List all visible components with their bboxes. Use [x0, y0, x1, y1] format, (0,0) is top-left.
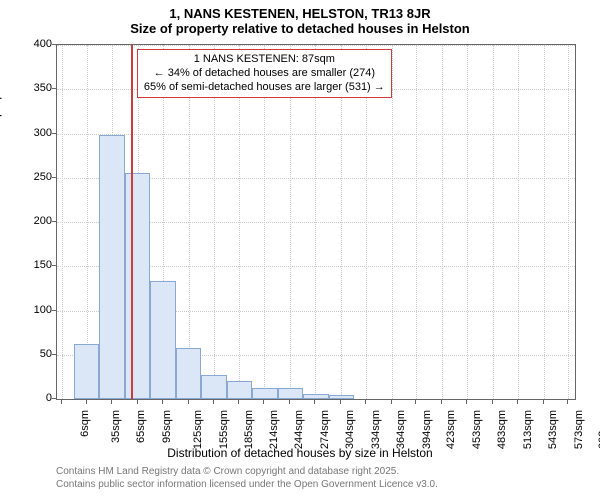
ytick-mark	[52, 133, 56, 134]
xtick-mark	[441, 400, 442, 404]
footer-line2: Contains public sector information licen…	[56, 479, 438, 492]
chart-title-line2: Size of property relative to detached ho…	[0, 21, 600, 40]
ytick-mark	[52, 265, 56, 266]
ytick-label: 400	[10, 38, 52, 50]
gridline-v	[62, 45, 63, 399]
ytick-label: 0	[10, 392, 52, 404]
xtick-label: 394sqm	[421, 410, 433, 449]
xtick-label: 304sqm	[344, 410, 356, 449]
xtick-label: 185sqm	[243, 410, 255, 449]
gridline-v	[544, 45, 545, 399]
ytick-label: 200	[10, 215, 52, 227]
xtick-mark	[137, 400, 138, 404]
histogram-bar	[150, 281, 175, 399]
xtick-mark	[340, 400, 341, 404]
histogram-bar	[201, 375, 226, 399]
xtick-label: 214sqm	[268, 410, 280, 449]
histogram-bar	[99, 135, 124, 399]
histogram-bar	[303, 394, 328, 399]
xtick-label: 95sqm	[161, 410, 173, 443]
xtick-mark	[111, 400, 112, 404]
xtick-label: 334sqm	[370, 410, 382, 449]
xtick-label: 35sqm	[110, 410, 122, 443]
y-axis-label: Number of detached properties	[0, 64, 2, 229]
xtick-mark	[517, 400, 518, 404]
ytick-label: 350	[10, 82, 52, 94]
chart-container: 1, NANS KESTENEN, HELSTON, TR13 8JR Size…	[0, 0, 600, 500]
histogram-bar	[74, 344, 99, 399]
chart-title-line1: 1, NANS KESTENEN, HELSTON, TR13 8JR	[0, 0, 600, 21]
xtick-mark	[567, 400, 568, 404]
ytick-mark	[52, 88, 56, 89]
xtick-mark	[162, 400, 163, 404]
annotation-line1: 1 NANS KESTENEN: 87sqm	[144, 53, 385, 67]
ytick-mark	[52, 177, 56, 178]
gridline-v	[416, 45, 417, 399]
ytick-mark	[52, 398, 56, 399]
histogram-bar	[176, 348, 201, 399]
xtick-label: 274sqm	[319, 410, 331, 449]
gridline-v	[467, 45, 468, 399]
ytick-label: 250	[10, 171, 52, 183]
xtick-label: 364sqm	[395, 410, 407, 449]
gridline-v	[442, 45, 443, 399]
xtick-label: 453sqm	[471, 410, 483, 449]
ytick-label: 150	[10, 259, 52, 271]
ytick-label: 50	[10, 348, 52, 360]
xtick-mark	[543, 400, 544, 404]
xtick-mark	[213, 400, 214, 404]
marker-line	[131, 45, 133, 399]
histogram-bar	[227, 381, 252, 399]
xtick-label: 155sqm	[218, 410, 230, 449]
xtick-mark	[466, 400, 467, 404]
ytick-mark	[52, 221, 56, 222]
xtick-label: 513sqm	[522, 410, 534, 449]
xtick-mark	[492, 400, 493, 404]
histogram-bar	[252, 388, 277, 399]
histogram-bar	[125, 173, 150, 399]
xtick-label: 125sqm	[192, 410, 204, 449]
xtick-mark	[415, 400, 416, 404]
xtick-mark	[263, 400, 264, 404]
gridline-v	[518, 45, 519, 399]
xtick-label: 573sqm	[573, 410, 585, 449]
xtick-label: 483sqm	[496, 410, 508, 449]
ytick-mark	[52, 354, 56, 355]
xtick-mark	[391, 400, 392, 404]
xtick-label: 65sqm	[135, 410, 147, 443]
xtick-mark	[188, 400, 189, 404]
histogram-bar	[278, 388, 303, 399]
xtick-label: 543sqm	[547, 410, 559, 449]
marker-annotation: 1 NANS KESTENEN: 87sqm ← 34% of detached…	[137, 49, 392, 98]
histogram-bar	[329, 395, 354, 399]
ytick-label: 300	[10, 127, 52, 139]
ytick-label: 100	[10, 304, 52, 316]
xtick-mark	[86, 400, 87, 404]
ytick-mark	[52, 310, 56, 311]
xtick-label: 6sqm	[79, 410, 91, 437]
xtick-mark	[61, 400, 62, 404]
footer-attribution: Contains HM Land Registry data © Crown c…	[56, 466, 438, 491]
annotation-line2: ← 34% of detached houses are smaller (27…	[144, 67, 385, 81]
gridline-v	[568, 45, 569, 399]
xtick-mark	[314, 400, 315, 404]
gridline-v	[493, 45, 494, 399]
xtick-mark	[365, 400, 366, 404]
xtick-label: 423sqm	[445, 410, 457, 449]
xtick-mark	[289, 400, 290, 404]
footer-line1: Contains HM Land Registry data © Crown c…	[56, 466, 438, 479]
plot-area: 1 NANS KESTENEN: 87sqm ← 34% of detached…	[56, 44, 576, 400]
ytick-mark	[52, 44, 56, 45]
xtick-label: 244sqm	[293, 410, 305, 449]
xtick-mark	[238, 400, 239, 404]
annotation-line3: 65% of semi-detached houses are larger (…	[144, 81, 385, 95]
